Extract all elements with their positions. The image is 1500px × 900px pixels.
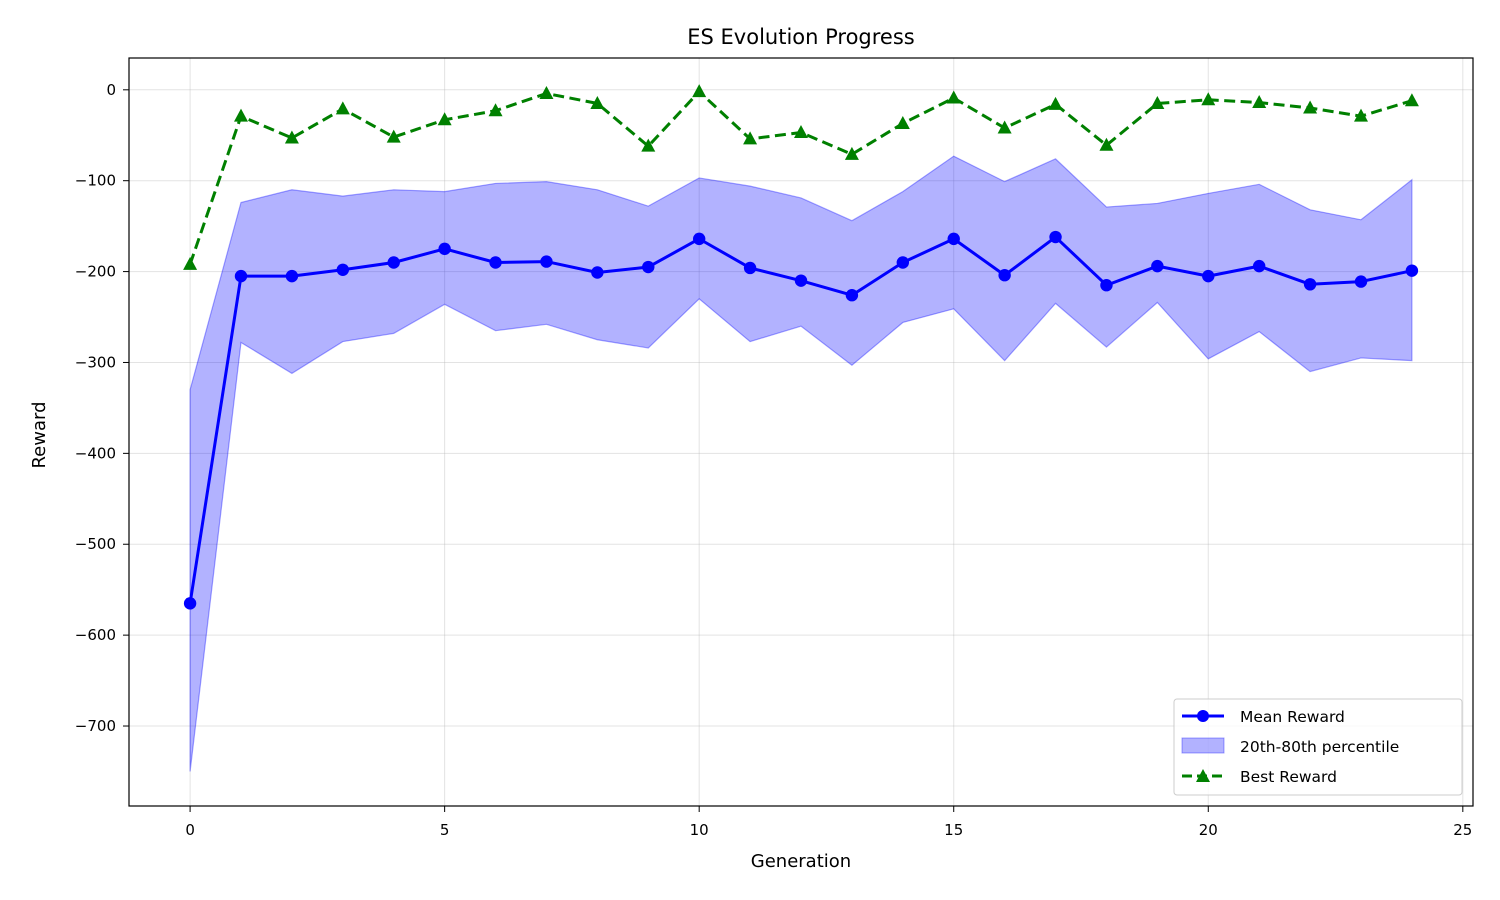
best-reward-point (437, 112, 452, 126)
x-tick-label: 20 (1199, 821, 1218, 839)
y-axis-label: Reward (29, 401, 50, 468)
mean-reward-point (540, 255, 553, 268)
y-tick-label: −500 (75, 535, 116, 553)
mean-reward-point (642, 260, 655, 274)
legend-mean-marker (1197, 710, 1209, 722)
best-reward-point (590, 95, 605, 109)
grid (129, 58, 1473, 806)
mean-reward-point (1354, 275, 1368, 288)
x-tick-label: 5 (440, 821, 450, 839)
mean-reward-point (489, 256, 502, 269)
best-reward-point (284, 130, 299, 144)
legend-label-best: Best Reward (1240, 768, 1337, 786)
series-markers-layer (183, 84, 1419, 610)
plot-frame (128, 57, 1474, 807)
mean-reward-point (1303, 278, 1317, 291)
x-tick-label: 15 (944, 821, 963, 839)
best-reward-point (1303, 100, 1318, 114)
x-axis-label: Generation (751, 851, 851, 872)
best-reward-point (1099, 137, 1114, 151)
y-tick-label: 0 (106, 81, 116, 99)
axis-ticks: 0 5 10 15 20 25 0 −100 −200 −300 −400 −500 −600 −700 (75, 81, 1473, 839)
best-reward-point (1404, 93, 1419, 107)
mean-reward-point (438, 242, 451, 256)
mean-reward-point (794, 274, 808, 287)
best-reward-point (488, 103, 503, 117)
best-reward-point (946, 90, 961, 104)
mean-reward-point (692, 232, 706, 246)
mean-reward-point (845, 289, 859, 302)
percentile-band-layer (189, 155, 1413, 772)
x-tick-label: 0 (185, 821, 195, 839)
best-reward-point (844, 146, 859, 160)
y-tick-label: −300 (75, 353, 116, 371)
legend: Mean Reward 20th-80th percentile Best Re… (1173, 698, 1463, 796)
legend-box (1173, 698, 1463, 796)
mean-reward-point (183, 597, 197, 610)
best-reward-point (183, 256, 198, 270)
mean-reward-point (336, 263, 350, 276)
mean-reward-point (743, 261, 757, 275)
best-reward-point (692, 84, 707, 98)
legend-label-mean: Mean Reward (1240, 708, 1345, 726)
best-reward-point (539, 85, 554, 99)
mean-reward-point (1049, 230, 1062, 244)
mean-reward-point (1100, 279, 1113, 292)
best-reward-point (234, 108, 248, 122)
best-reward-point (1201, 92, 1216, 106)
mean-reward-point (1252, 259, 1266, 273)
legend-label-band: 20th-80th percentile (1240, 738, 1399, 756)
percentile-band (189, 155, 1413, 772)
mean-reward-point (947, 232, 960, 246)
best-reward-point (386, 129, 401, 143)
best-reward-point (997, 120, 1012, 134)
y-tick-label: −100 (75, 172, 116, 190)
best-reward-point (1048, 96, 1063, 110)
mean-reward-point (591, 266, 604, 279)
mean-reward-point (387, 256, 400, 269)
best-reward-point (1354, 108, 1368, 122)
mean-reward-point (285, 269, 299, 283)
best-reward-point (743, 131, 758, 145)
best-reward-point (641, 138, 656, 152)
legend-best-marker (1196, 769, 1210, 782)
mean-reward-point (998, 269, 1011, 282)
y-tick-label: −200 (75, 263, 116, 281)
best-reward-point (794, 125, 808, 139)
y-tick-label: −400 (75, 444, 116, 462)
best-reward-point (895, 115, 910, 129)
x-tick-label: 10 (690, 821, 709, 839)
mean-reward-point (1151, 259, 1164, 273)
y-tick-label: −600 (75, 626, 116, 644)
y-tick-label: −700 (75, 717, 116, 735)
best-reward-point (335, 101, 350, 115)
mean-reward-point (1202, 269, 1215, 283)
chart-title: ES Evolution Progress (687, 25, 914, 49)
mean-reward-point (1405, 264, 1419, 277)
mean-reward-point (234, 269, 248, 283)
x-tick-label: 25 (1453, 821, 1472, 839)
best-reward-point (1150, 95, 1165, 109)
best-reward-point (1252, 95, 1267, 109)
legend-band-swatch (1181, 737, 1225, 754)
mean-reward-point (896, 256, 910, 269)
